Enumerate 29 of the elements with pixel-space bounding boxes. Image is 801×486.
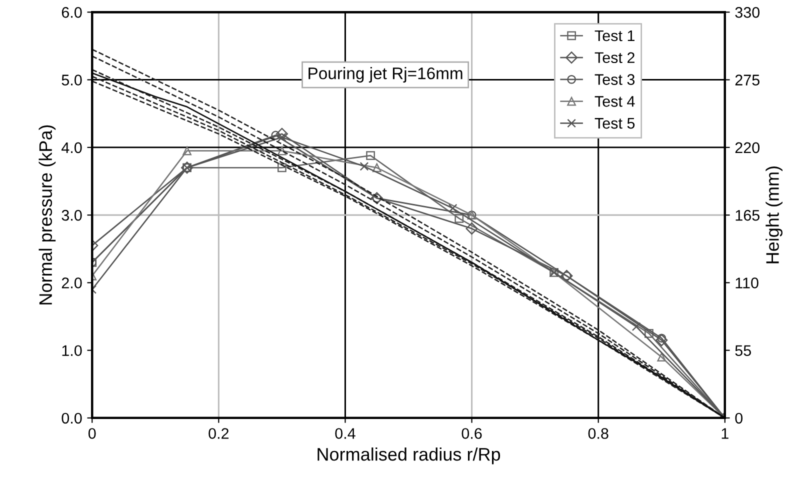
x-axis-title: Normalised radius r/Rp [318,447,500,464]
legend-label: Test 2 [594,52,634,64]
y-tick-label: 6.0 [62,7,82,18]
x-tick-label: 0 [88,428,96,439]
y-tick-label: 4.0 [62,142,82,154]
y-tick-label: 3.0 [62,210,82,221]
y2-tick-label: 0 [735,412,743,424]
y2-tick-label: 330 [735,7,760,18]
y2-tick-label: 220 [735,142,760,154]
y2-tick-label: 55 [735,345,751,356]
legend-label: Test 1 [594,30,634,42]
legend-label: Test 3 [594,74,635,85]
y-tick-label: 5.0 [62,74,82,86]
y2-tick-label: 165 [736,210,760,221]
annotation: Pouring jet Rj=16mm [308,67,462,83]
y-tick-label: 0.0 [62,412,82,424]
y-axis-title: Normal pressure (kPa) [38,125,56,304]
x-tick-label: 1 [722,428,728,439]
y-tick-label: 1.0 [62,345,82,356]
y2-tick-label: 110 [736,278,758,288]
x-tick-label: 0.8 [588,428,608,439]
y2-tick-label: 275 [735,74,760,86]
y-tick-label: 2.0 [62,278,82,288]
legend-label: Test 4 [594,96,635,107]
y2-axis-title: Height (mm) [766,166,782,264]
x-tick-label: 0.2 [208,428,229,439]
legend-label: Test 5 [594,118,635,129]
x-tick-label: 0.4 [335,428,356,439]
x-tick-label: 0.6 [462,428,482,439]
